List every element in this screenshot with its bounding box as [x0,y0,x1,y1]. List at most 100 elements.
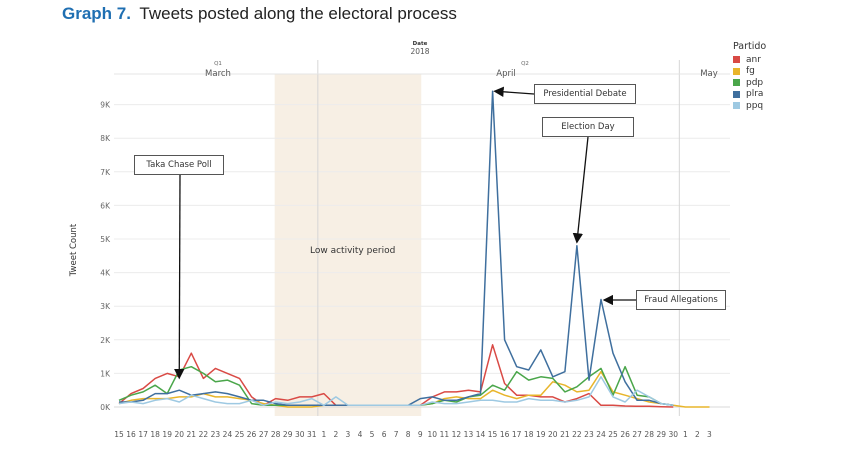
annotation-arrow-taka-chase-poll [174,174,185,380]
x-tick-label: 1 [683,430,688,439]
month-label: May [700,69,718,79]
x-tick-label: 2 [334,430,339,439]
y-tick-label: 5K [100,235,111,244]
x-tick-label: 13 [464,430,474,439]
legend-label: fg [746,66,755,77]
x-tick-label: 21 [560,430,570,439]
x-tick-label: 25 [235,430,245,439]
x-tick-label: 8 [406,430,411,439]
x-tick-label: 4 [358,430,363,439]
y-tick-label: 0K [100,403,111,412]
x-tick-label: 27 [632,430,642,439]
x-tick-label: 24 [223,430,233,439]
low-activity-label: Low activity period [310,246,396,256]
legend-swatch [733,56,740,64]
y-tick-label: 2K [100,336,111,345]
x-tick-label: 5 [370,430,375,439]
legend-swatch [733,90,740,98]
legend-title: Partido [733,41,767,52]
x-tick-label: 21 [187,430,197,439]
y-tick-label: 4K [100,269,111,278]
x-tick-label: 7 [394,430,399,439]
legend-item-plra: plra [733,89,766,101]
legend: Partido anr fg pdp plra ppq [733,41,766,112]
y-tick-label: 8K [100,134,111,143]
series-line-ppq [118,376,674,407]
annotation-election-day: Election Day [542,117,634,137]
y-tick-label: 7K [100,168,111,177]
x-tick-label: 1 [321,430,326,439]
x-tick-label: 17 [512,430,522,439]
x-tick-label: 23 [211,430,221,439]
legend-item-ppq: ppq [733,100,766,112]
figure-title: Graph 7. Tweets posted along the elector… [62,4,457,24]
annotation-arrow-election-day [572,136,589,244]
x-tick-label: 25 [608,430,618,439]
figure-title-text: Tweets posted along the electoral proces… [139,4,457,23]
x-tick-label: 10 [428,430,438,439]
quarter-label-q1: Q1 [214,61,222,67]
y-tick-label: 3K [100,302,111,311]
month-label: March [205,69,231,79]
legend-items: anr fg pdp plra ppq [733,54,766,112]
quarter-label-q2: Q2 [521,61,529,67]
x-tick-label: 19 [162,430,172,439]
x-tick-label: 18 [150,430,160,439]
x-tick-label: 26 [247,430,257,439]
x-tick-label: 9 [418,430,423,439]
x-tick-label: 6 [382,430,387,439]
legend-label: anr [746,54,761,65]
legend-label: plra [746,89,764,100]
low-activity-region [274,74,422,416]
y-tick-label: 1K [100,369,111,378]
x-tick-label: 29 [656,430,666,439]
date-header-label: Date [413,41,428,47]
legend-item-fg: fg [733,66,766,78]
annotation-presidential-debate: Presidential Debate [534,84,636,104]
x-tick-label: 3 [707,430,712,439]
legend-item-pdp: pdp [733,77,766,89]
figure-number: Graph 7. [62,4,131,23]
y-axis-title: Tweet Count [69,223,79,277]
x-tick-label: 23 [584,430,594,439]
legend-label: pdp [746,77,764,88]
x-tick-label: 11 [440,430,450,439]
x-tick-label: 15 [488,430,498,439]
x-tick-label: 30 [669,430,679,439]
x-tick-label: 31 [307,430,317,439]
x-tick-label: 15 [114,430,124,439]
y-tick-label: 6K [100,201,111,210]
x-tick-label: 16 [126,430,136,439]
x-tick-label: 18 [524,430,534,439]
x-tick-label: 30 [295,430,305,439]
x-tick-label: 22 [199,430,209,439]
x-tick-label: 22 [572,430,582,439]
legend-swatch [733,102,740,110]
x-tick-label: 20 [174,430,184,439]
x-tick-label: 19 [536,430,546,439]
x-tick-label: 28 [644,430,654,439]
year-label: 2018 [410,47,429,56]
x-tick-label: 14 [476,430,486,439]
x-tick-label: 17 [138,430,148,439]
annotation-taka-chase-poll: Taka Chase Poll [134,155,224,175]
x-tick-label: 29 [283,430,293,439]
annotation-arrow-presidential-debate [493,86,535,97]
annotation-fraud-allegations: Fraud Allegations [636,290,726,310]
x-tick-label: 16 [500,430,510,439]
x-tick-label: 12 [452,430,462,439]
legend-item-anr: anr [733,54,766,66]
x-tick-label: 20 [548,430,558,439]
x-tick-label: 26 [620,430,630,439]
legend-swatch [733,67,740,75]
legend-label: ppq [746,100,764,111]
x-tick-label: 28 [271,430,281,439]
y-tick-label: 9K [100,101,111,110]
x-tick-label: 24 [596,430,606,439]
x-tick-label: 2 [695,430,700,439]
month-label: April [496,69,515,79]
x-tick-label: 3 [346,430,351,439]
x-tick-label: 27 [259,430,269,439]
legend-swatch [733,79,740,87]
